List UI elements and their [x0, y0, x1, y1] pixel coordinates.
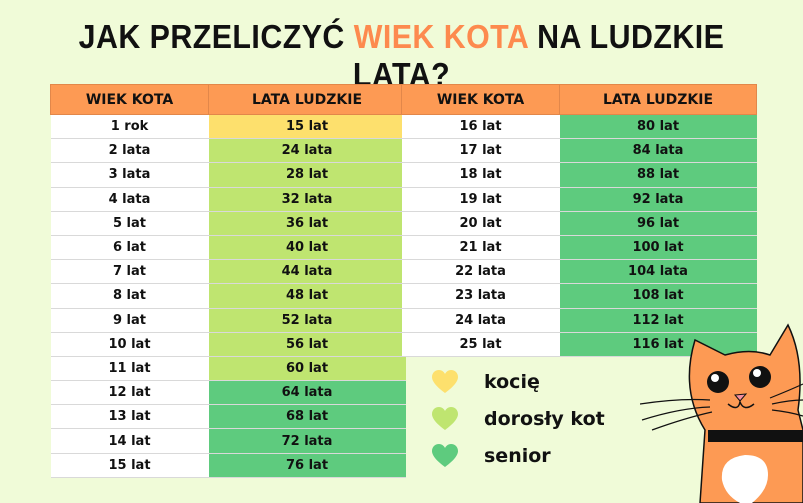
human-years-cell: 32 lata [208, 187, 406, 212]
table-row: 25 lat 116 lat [401, 332, 757, 357]
cat-age-cell: 19 lat [401, 187, 560, 212]
legend-item-adult: dorosły kot [432, 407, 605, 431]
cat-age-cell: 15 lat [50, 453, 209, 478]
cat-age-cell: 2 lata [50, 138, 209, 164]
header-cat-age: WIEK KOTA [401, 84, 560, 115]
human-years-cell: 24 lata [208, 138, 406, 164]
human-years-cell: 44 lata [208, 259, 406, 285]
cat-age-cell: 5 lat [50, 211, 209, 236]
age-table-left: WIEK KOTA LATA LUDZKIE 1 rok 15 lat 2 lata 2… [50, 84, 406, 478]
table-row: 19 lat 92 lata [401, 187, 757, 212]
legend-item-kitten: kocię [432, 370, 540, 394]
human-years-cell: 52 lata [208, 308, 406, 333]
legend-label: dorosły kot [484, 408, 605, 430]
human-years-cell: 76 lat [208, 453, 406, 478]
human-years-cell: 108 lat [559, 283, 757, 309]
table-row: 5 lat 36 lat [50, 211, 406, 236]
table-row: 21 lat 100 lat [401, 235, 757, 261]
human-years-cell: 96 lat [559, 211, 757, 236]
table-row: 17 lat 84 lata [401, 138, 757, 164]
cat-age-cell: 24 lata [401, 308, 560, 333]
human-years-cell: 112 lat [559, 308, 757, 333]
cat-age-cell: 12 lat [50, 380, 209, 406]
table-row: 22 lata 104 lata [401, 259, 757, 285]
table-row: 16 lat 80 lat [401, 114, 757, 140]
table-row: 12 lat 64 lata [50, 380, 406, 406]
table-row: 14 lat 72 lata [50, 428, 406, 454]
table-row: 9 lat 52 lata [50, 308, 406, 333]
heart-icon [432, 407, 458, 430]
page-title: JAK PRZELICZYĆ WIEK KOTA NA LUDZKIE LATA… [78, 18, 725, 93]
human-years-cell: 60 lat [208, 356, 406, 382]
cat-age-cell: 20 lat [401, 211, 560, 236]
cat-age-cell: 13 lat [50, 404, 209, 430]
table-row: 23 lata 108 lat [401, 283, 757, 309]
cat-age-cell: 3 lata [50, 162, 209, 188]
table-row: 20 lat 96 lat [401, 211, 757, 236]
cat-age-cell: 23 lata [401, 283, 560, 309]
human-years-cell: 72 lata [208, 428, 406, 454]
cat-age-cell: 4 lata [50, 187, 209, 212]
cat-age-cell: 10 lat [50, 332, 209, 357]
cat-age-cell: 22 lata [401, 259, 560, 285]
legend-label: kocię [484, 371, 540, 393]
table-row: 24 lata 112 lat [401, 308, 757, 333]
human-years-cell: 64 lata [208, 380, 406, 406]
table-row: 7 lat 44 lata [50, 259, 406, 285]
cat-age-cell: 8 lat [50, 283, 209, 309]
cat-illustration [640, 323, 803, 503]
header-human-years: LATA LUDZKIE [208, 84, 406, 115]
human-years-cell: 116 lat [559, 332, 757, 357]
cat-age-cell: 9 lat [50, 308, 209, 333]
heart-icon [432, 370, 458, 393]
table-row: 11 lat 60 lat [50, 356, 406, 382]
human-years-cell: 28 lat [208, 162, 406, 188]
human-years-cell: 15 lat [208, 114, 406, 140]
table-row: 6 lat 40 lat [50, 235, 406, 261]
human-years-cell: 36 lat [208, 211, 406, 236]
title-highlight: WIEK KOTA [353, 18, 529, 55]
human-years-cell: 84 lata [559, 138, 757, 164]
table-row: 13 lat 68 lat [50, 404, 406, 430]
cat-age-cell: 1 rok [50, 114, 209, 140]
legend-label: senior [484, 445, 551, 467]
header-cat-age: WIEK KOTA [50, 84, 209, 115]
cat-age-cell: 21 lat [401, 235, 560, 261]
cat-age-cell: 17 lat [401, 138, 560, 164]
cat-age-cell: 14 lat [50, 428, 209, 454]
human-years-cell: 88 lat [559, 162, 757, 188]
table-row: 2 lata 24 lata [50, 138, 406, 164]
cat-age-cell: 6 lat [50, 235, 209, 261]
table-row: 3 lata 28 lat [50, 162, 406, 188]
human-years-cell: 80 lat [559, 114, 757, 140]
table-row: 18 lat 88 lat [401, 162, 757, 188]
human-years-cell: 56 lat [208, 332, 406, 357]
human-years-cell: 68 lat [208, 404, 406, 430]
human-years-cell: 104 lata [559, 259, 757, 285]
table-row: 15 lat 76 lat [50, 453, 406, 478]
header-human-years: LATA LUDZKIE [559, 84, 757, 115]
human-years-cell: 100 lat [559, 235, 757, 261]
cat-age-cell: 11 lat [50, 356, 209, 382]
cat-age-cell: 25 lat [401, 332, 560, 357]
cat-age-cell: 16 lat [401, 114, 560, 140]
heart-icon [432, 444, 458, 467]
human-years-cell: 48 lat [208, 283, 406, 309]
table-row: 1 rok 15 lat [50, 114, 406, 140]
table-row: 4 lata 32 lata [50, 187, 406, 212]
legend-item-senior: senior [432, 444, 551, 468]
table-row: 8 lat 48 lat [50, 283, 406, 309]
cat-age-cell: 18 lat [401, 162, 560, 188]
table-row: 10 lat 56 lat [50, 332, 406, 357]
age-table-right: WIEK KOTA LATA LUDZKIE 16 lat 80 lat 17 lat… [401, 84, 757, 357]
human-years-cell: 40 lat [208, 235, 406, 261]
cat-age-cell: 7 lat [50, 259, 209, 285]
human-years-cell: 92 lata [559, 187, 757, 212]
